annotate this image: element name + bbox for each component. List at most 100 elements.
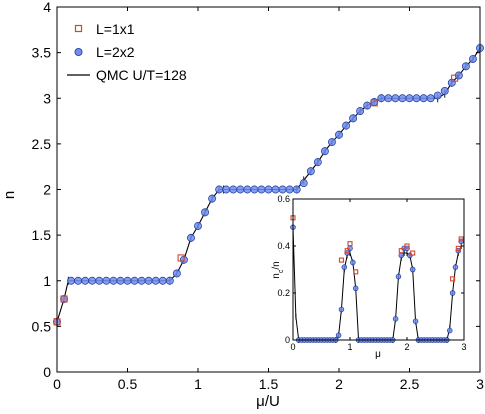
main-l2x2-point [144, 276, 153, 285]
main-x-tick-label: 0.5 [118, 376, 138, 392]
main-l2x2-point [123, 276, 132, 285]
main-l2x2-point [342, 121, 350, 130]
main-l2x2-point [412, 94, 421, 103]
main-l2x2-point [328, 138, 336, 146]
legend-label-qmc: QMC U/T=128 [96, 67, 187, 83]
main-l2x2-point [285, 185, 294, 194]
main-l2x2-point [88, 276, 97, 285]
main-l2x2-point [236, 185, 245, 194]
main-l2x2-point [172, 269, 181, 278]
main-l2x2-point [469, 55, 477, 63]
inset-l2x2-point [338, 306, 345, 313]
inset-l2x2-point [352, 285, 359, 292]
main-x-tick-label: 3 [476, 376, 484, 392]
legend-circle-marker [74, 48, 83, 57]
main-y-tick-label: 1 [43, 273, 51, 289]
main-l2x2-point [201, 208, 209, 217]
inset-x-axis-label: μ [375, 349, 381, 360]
main-l2x2-point [426, 94, 435, 103]
legend-item-qmc: QMC U/T=128 [67, 67, 187, 83]
main-l2x2-point [158, 276, 167, 285]
main-l2x2-point [264, 185, 273, 194]
main-x-tick-label: 1.5 [259, 376, 279, 392]
main-l2x2-point [433, 91, 442, 100]
inset-y-label-sub: c [278, 269, 285, 273]
inset-y-tick-label: 0.4 [277, 241, 290, 251]
inset-l1x1-point [404, 243, 410, 249]
inset-l1x1-point [458, 236, 464, 242]
inset-plot-frame [292, 198, 465, 341]
main-y-tick-label: 3.5 [32, 45, 52, 61]
inset-x-tick-label: 3 [461, 342, 466, 352]
inset-l2x2-point [392, 316, 399, 322]
legend-item-l1x1: L=1x1 [74, 21, 135, 37]
inset-l2x2-point [341, 264, 348, 270]
main-l2x2-point [60, 295, 69, 303]
inset-l2x2-point [398, 252, 405, 259]
inset-l1x1-point [410, 250, 416, 256]
main-axes: 0 0.5 1 1.5 2 2.5 3 0 0.5 1 1.5 2 2.5 3 3.5 4 [32, 0, 485, 392]
main-l1x1-point [451, 74, 459, 82]
main-l2x2-point [313, 158, 322, 167]
main-l2x2-point [67, 276, 76, 285]
inset-x-tick-label: 1 [347, 342, 352, 352]
main-y-tick-label: 0 [43, 364, 51, 380]
main-l2x2-point [349, 114, 358, 123]
main-plot-frame [56, 6, 481, 373]
main-l2x2-point [405, 94, 414, 103]
main-y-tick-label: 2 [43, 182, 51, 198]
main-l1x1-point [60, 295, 68, 303]
main-l2x2-point [151, 276, 160, 285]
main-data-marks [53, 44, 484, 326]
main-l2x2-point [377, 94, 386, 103]
main-l2x2-point [215, 185, 224, 194]
main-y-axis-label: n [1, 191, 18, 199]
inset-l1x1-point [455, 245, 461, 251]
main-x-tick-label: 0 [53, 376, 61, 392]
main-l2x2-point [335, 130, 343, 139]
main-l2x2-point [243, 185, 252, 194]
legend-item-l2x2: L=2x2 [74, 44, 135, 60]
inset-y-label-main: n [271, 273, 282, 279]
inset-l1x1-point [347, 241, 353, 247]
main-l2x2-point [320, 147, 329, 156]
inset-y-tick-label: 0.2 [277, 288, 290, 298]
main-l2x2-point [222, 185, 231, 194]
inset-l2x2-point [335, 332, 342, 339]
main-x-tick-label: 2 [335, 376, 343, 392]
main-l2x2-point [419, 94, 428, 103]
main-l2x2-point [194, 222, 202, 230]
inset-l1x1-point [450, 276, 456, 282]
inset-l2x2-point [449, 290, 456, 296]
main-x-tick-label: 2.5 [400, 376, 420, 392]
inset-y-tick-label: 0.6 [277, 194, 290, 204]
main-l2x2-point [398, 94, 407, 103]
main-l1x1-point [177, 254, 185, 262]
main-l2x2-point [102, 276, 111, 285]
inset-qmc-line [292, 227, 462, 341]
main-l2x2-point [391, 94, 400, 103]
main-l2x2-point [299, 179, 308, 188]
inset-l2x2-point [395, 273, 402, 280]
inset-y-tick-label: 0 [285, 335, 290, 345]
main-x-tick-label: 1 [194, 376, 202, 392]
inset-l2x2-point [409, 266, 416, 273]
main-y-tick-label: 4 [43, 0, 51, 15]
legend-label-l2x2: L=2x2 [96, 44, 135, 60]
main-l2x2-point [74, 276, 83, 285]
main-y-tick-label: 0.5 [32, 318, 52, 334]
inset-x-tick-label: 2 [404, 342, 409, 352]
inset-plot: 0 1 2 3 0 0.2 0.4 0.6 μ nc/n [271, 194, 467, 360]
main-l2x2-point [440, 86, 449, 95]
main-l2x2-point [81, 276, 90, 285]
main-l2x2-point [130, 276, 139, 285]
main-l2x2-point [257, 185, 266, 194]
main-l1x1-point [370, 99, 378, 107]
inset-l2x2-point [447, 327, 453, 334]
main-l2x2-point [229, 185, 238, 194]
inset-l1x1-point [344, 248, 350, 254]
main-l2x2-point [356, 107, 365, 115]
main-l2x2-point [186, 233, 195, 242]
main-l2x2-point [461, 62, 470, 71]
